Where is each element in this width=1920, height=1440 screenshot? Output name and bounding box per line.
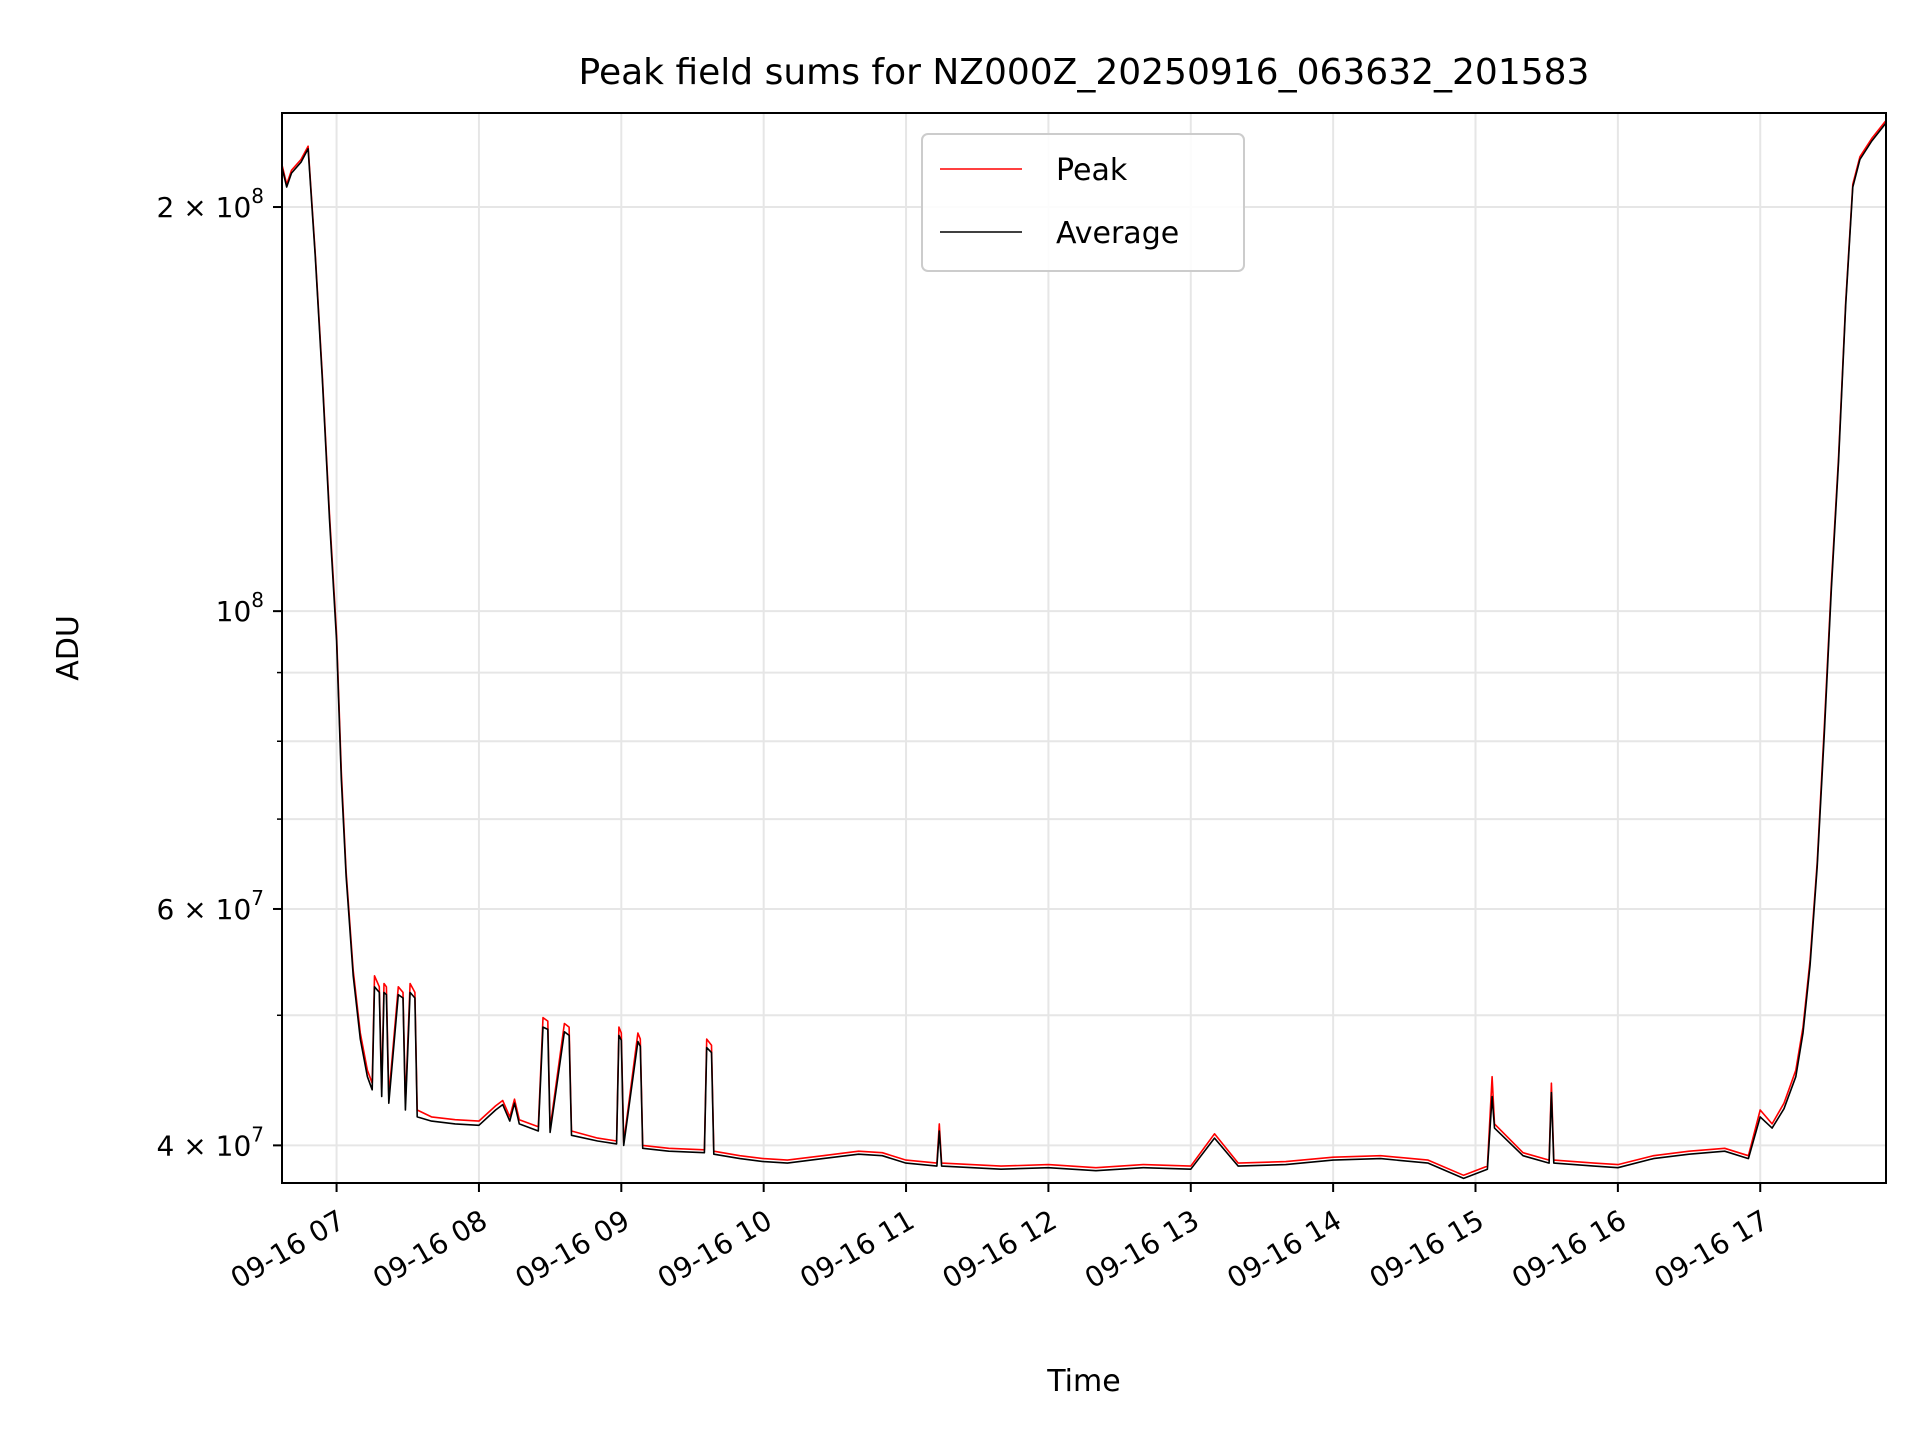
legend-label-average: Average [1056,216,1179,251]
chart-title: Peak field sums for NZ000Z_20250916_0636… [579,52,1590,93]
y-tick-label: 2 × 108 [157,184,264,224]
x-axis-title: Time [1046,1364,1120,1399]
y-tick-label: 6 × 107 [157,886,264,926]
plot-frame [281,112,1887,1184]
legend: Peak Average [921,133,1245,272]
legend-label-peak: Peak [1056,153,1128,188]
y-axis-title: ADU [51,615,86,681]
series-layer [281,120,1887,1180]
series-line-average [281,122,1887,1180]
y-tick-label: 4 × 107 [157,1122,264,1162]
